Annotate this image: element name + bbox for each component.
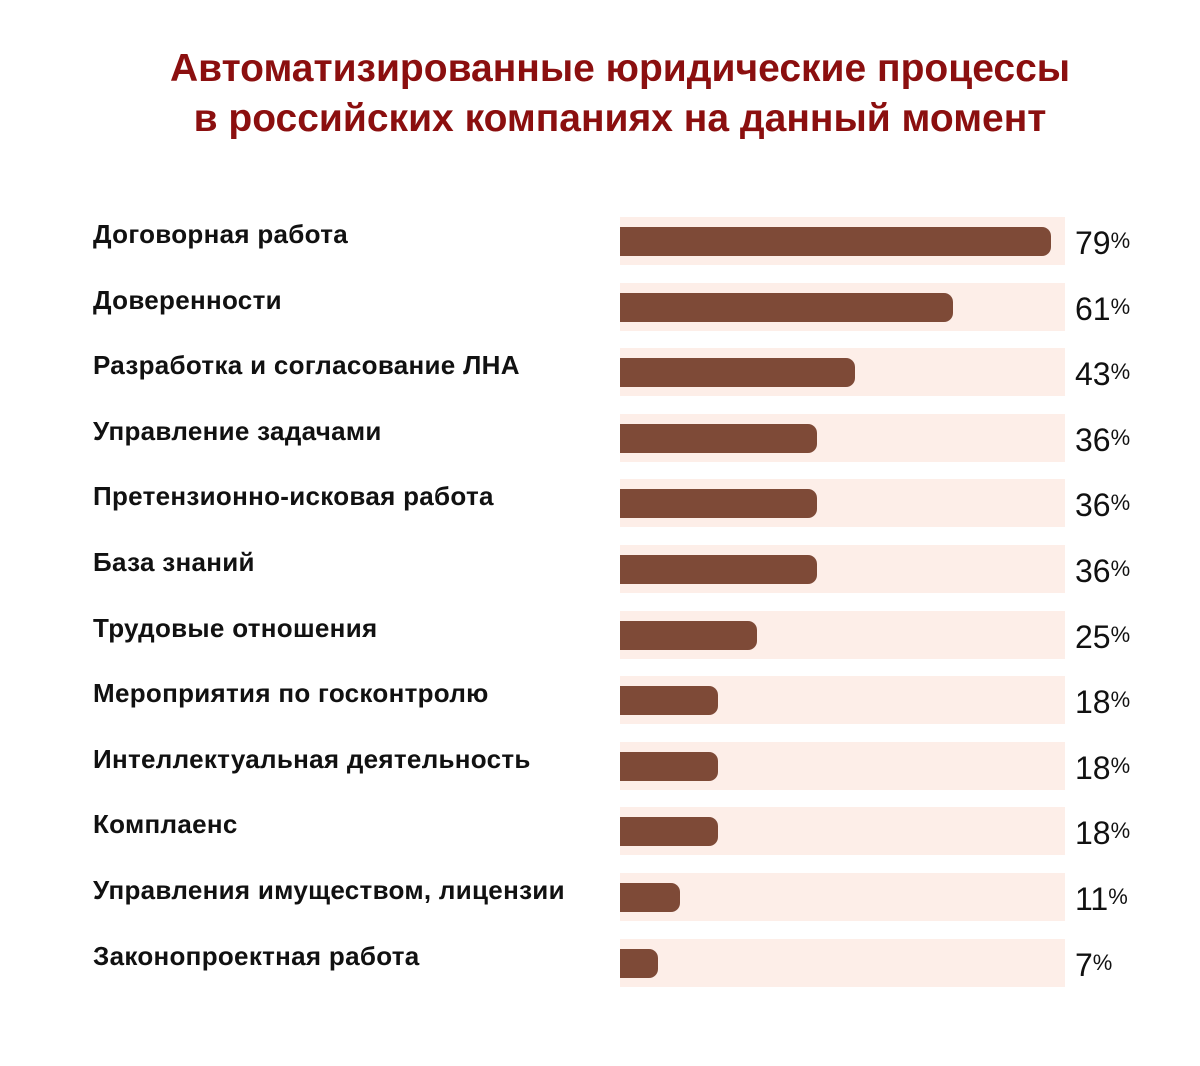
category-label: Комплаенс bbox=[93, 809, 238, 840]
bar-row: Претензионно-исковая работа 36% bbox=[0, 479, 1200, 528]
data-label-suffix: % bbox=[1092, 949, 1113, 975]
category-label: Претензионно-исковая работа bbox=[93, 481, 494, 512]
category-label: Законопроектная работа bbox=[93, 940, 420, 971]
data-label-suffix: % bbox=[1110, 556, 1131, 581]
chart-title: Автоматизированные юридические процессы … bbox=[0, 44, 1200, 144]
bar-row: Интеллектуальная деятельность 18% bbox=[0, 741, 1200, 790]
data-label: 18% bbox=[1075, 750, 1130, 787]
bar-row: Управления имуществом, лицензии 11% bbox=[0, 873, 1200, 921]
data-label-suffix: % bbox=[1110, 424, 1131, 450]
data-label-suffix: % bbox=[1110, 490, 1131, 516]
bar-row: Разработка и согласование ЛНА 43% bbox=[0, 348, 1200, 397]
data-label-suffix: % bbox=[1110, 818, 1131, 844]
bar-track bbox=[620, 873, 1065, 921]
bar-row: Законопроектная работа 7% bbox=[0, 938, 1200, 987]
data-label: 18% bbox=[1075, 815, 1130, 852]
data-label: 43% bbox=[1075, 356, 1130, 393]
data-label-value: 18 bbox=[1075, 749, 1111, 786]
bar bbox=[620, 489, 817, 519]
data-label-suffix: % bbox=[1110, 228, 1131, 253]
data-label: 36% bbox=[1075, 422, 1130, 459]
bar bbox=[620, 948, 659, 978]
data-label: 18% bbox=[1075, 684, 1130, 721]
data-label-value: 43 bbox=[1075, 356, 1111, 393]
bar bbox=[620, 751, 719, 781]
bar bbox=[620, 620, 757, 650]
bar bbox=[620, 292, 954, 322]
data-label-suffix: % bbox=[1110, 752, 1131, 778]
data-label-value: 36 bbox=[1075, 553, 1111, 589]
data-label-suffix: % bbox=[1110, 621, 1131, 647]
chart-title-line-2: в российских компаниях на данный момент bbox=[193, 97, 1047, 140]
bar bbox=[620, 817, 719, 847]
category-label: Разработка и согласование ЛНА bbox=[93, 350, 520, 381]
bar-row: Договорная работа 79% bbox=[0, 217, 1200, 265]
data-label-suffix: % bbox=[1110, 293, 1131, 319]
bar bbox=[620, 358, 855, 388]
bar bbox=[620, 686, 719, 716]
data-label-suffix: % bbox=[1108, 884, 1128, 909]
data-label-value: 61 bbox=[1075, 290, 1111, 327]
bar-row: Доверенности 61% bbox=[0, 282, 1200, 331]
data-label: 25% bbox=[1075, 619, 1130, 656]
bar-row: Комплаенс 18% bbox=[0, 807, 1200, 856]
data-label: 11% bbox=[1075, 881, 1128, 918]
category-label: Мероприятия по госконтролю bbox=[93, 678, 489, 709]
bar bbox=[620, 883, 681, 912]
bar bbox=[620, 227, 1052, 256]
bar-row: База знаний 36% bbox=[0, 545, 1200, 593]
category-label: Доверенности bbox=[93, 284, 282, 315]
data-label-value: 25 bbox=[1075, 618, 1111, 655]
bar-row: Трудовые отношения 25% bbox=[0, 610, 1200, 659]
category-label: Трудовые отношения bbox=[93, 612, 378, 643]
data-label-value: 11 bbox=[1075, 881, 1109, 917]
data-label-value: 79 bbox=[1075, 225, 1111, 261]
data-label: 61% bbox=[1075, 291, 1130, 328]
chart-title-line-1: Автоматизированные юридические процессы bbox=[169, 47, 1071, 90]
data-label: 36% bbox=[1075, 487, 1130, 524]
bar-track bbox=[620, 938, 1065, 987]
data-label-value: 36 bbox=[1075, 487, 1111, 524]
bar bbox=[620, 423, 817, 453]
data-label-value: 18 bbox=[1075, 815, 1111, 852]
data-label: 36% bbox=[1075, 553, 1130, 590]
data-label-value: 36 bbox=[1075, 421, 1111, 458]
category-label: Интеллектуальная деятельность bbox=[93, 743, 531, 774]
category-label: Управления имуществом, лицензии bbox=[93, 875, 565, 905]
category-label: Договорная работа bbox=[93, 219, 348, 249]
category-label: Управление задачами bbox=[93, 415, 382, 446]
data-label: 7% bbox=[1075, 947, 1112, 984]
category-label: База знаний bbox=[93, 547, 255, 577]
bar-row: Управление задачами 36% bbox=[0, 413, 1200, 462]
data-label-value: 7 bbox=[1075, 946, 1093, 983]
bar-row: Мероприятия по госконтролю 18% bbox=[0, 676, 1200, 725]
data-label-value: 18 bbox=[1075, 684, 1111, 721]
data-label-suffix: % bbox=[1110, 359, 1131, 385]
bar bbox=[620, 555, 817, 584]
data-label-suffix: % bbox=[1110, 687, 1131, 713]
data-label: 79% bbox=[1075, 225, 1130, 262]
